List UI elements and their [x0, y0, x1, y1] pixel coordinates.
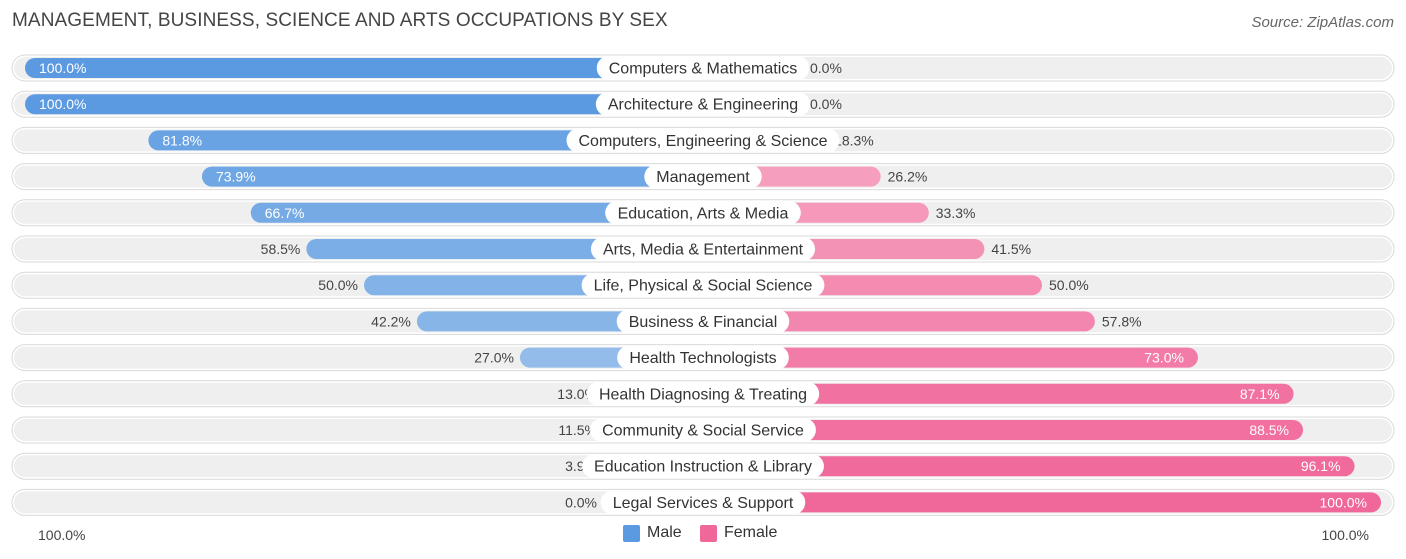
- category-label: Management: [656, 169, 750, 186]
- category-label-pill: [595, 92, 811, 117]
- female-bar: [703, 311, 1095, 332]
- legend-female: Female: [700, 524, 777, 542]
- category-label: Arts, Media & Entertainment: [603, 242, 804, 259]
- male-bar: [250, 202, 704, 223]
- category-label: Life, Physical & Social Science: [594, 278, 813, 295]
- male-value-label: 11.5%: [558, 422, 597, 438]
- male-value-label: 50.0%: [318, 277, 358, 293]
- male-value-label: 13.0%: [557, 386, 597, 402]
- female-bar: [703, 420, 1304, 440]
- female-value-label: 96.1%: [1301, 458, 1341, 474]
- category-label: Health Technologists: [629, 350, 776, 367]
- axis-left-label: 100.0%: [38, 527, 86, 543]
- female-value-label: 26.2%: [888, 169, 928, 185]
- female-value-label: 87.1%: [1240, 386, 1280, 402]
- legend-male-label: Male: [647, 524, 682, 541]
- category-label-pill: [605, 200, 801, 225]
- female-value-label: 41.5%: [991, 241, 1031, 257]
- category-label: Health Diagnosing & Treating: [599, 386, 807, 403]
- male-value-label: 100.0%: [39, 60, 86, 76]
- female-value-label: 57.8%: [1102, 313, 1142, 329]
- category-label: Business & Financial: [629, 314, 778, 331]
- diverging-bar-chart: 100.0% 0.0% Computers & Mathematics 100.0% 0…: [11, 54, 1395, 516]
- category-label-pill: [586, 381, 820, 406]
- category-label: Computers, Engineering & Science: [578, 133, 827, 150]
- category-label: Architecture & Engineering: [608, 97, 798, 114]
- male-bar: [25, 94, 703, 115]
- category-label-pill: [590, 237, 816, 261]
- category-label: Computers & Mathematics: [609, 61, 798, 78]
- axis-right-label: 100.0%: [1321, 527, 1369, 543]
- female-bar: [703, 347, 1198, 368]
- female-value-label: 100.0%: [1320, 494, 1367, 510]
- legend-male-swatch: [623, 524, 640, 542]
- male-value-label: 66.7%: [265, 205, 305, 221]
- male-value-label: 58.5%: [261, 241, 301, 257]
- male-value-label: 27.0%: [474, 350, 514, 366]
- female-value-label: 73.0%: [1144, 350, 1184, 366]
- chart-title: MANAGEMENT, BUSINESS, SCIENCE AND ARTS O…: [12, 10, 668, 31]
- female-value-label: 50.0%: [1049, 277, 1089, 293]
- category-label-pill: [616, 309, 790, 334]
- female-value-label: 33.3%: [936, 205, 976, 221]
- female-bar: [703, 456, 1355, 477]
- source-credit: Source: ZipAtlas.com: [1251, 14, 1394, 31]
- legend-female-swatch: [700, 524, 717, 542]
- category-label-pill: [596, 56, 810, 80]
- legend-female-label: Female: [724, 524, 778, 541]
- category-label-pill: [581, 273, 825, 298]
- male-value-label: 0.0%: [565, 494, 597, 510]
- category-label-pill: [566, 128, 840, 153]
- category-label: Education, Arts & Media: [618, 205, 789, 222]
- category-label: Education Instruction & Library: [594, 459, 812, 476]
- female-value-label: 0.0%: [810, 60, 842, 76]
- male-value-label: 100.0%: [39, 96, 86, 112]
- category-label-pill: [582, 454, 824, 479]
- female-value-label: 0.0%: [810, 96, 842, 112]
- female-bar: [703, 383, 1294, 404]
- category-label: Legal Services & Support: [613, 495, 794, 512]
- legend: Male Female: [0, 524, 1406, 546]
- male-bar: [25, 58, 703, 78]
- female-value-label: 88.5%: [1249, 422, 1289, 438]
- category-label-pill: [644, 164, 762, 189]
- male-bar: [201, 166, 703, 187]
- male-value-label: 73.9%: [216, 169, 256, 185]
- category-label-pill: [590, 418, 816, 442]
- category-label: Community & Social Service: [602, 423, 804, 440]
- male-bar: [148, 130, 703, 151]
- male-value-label: 42.2%: [371, 313, 411, 329]
- legend-male: Male: [623, 524, 682, 542]
- female-value-label: 18.3%: [834, 132, 874, 148]
- female-bar: [703, 492, 1381, 513]
- male-value-label: 81.8%: [162, 132, 202, 148]
- category-label-pill: [617, 345, 789, 370]
- category-label-pill: [600, 490, 806, 515]
